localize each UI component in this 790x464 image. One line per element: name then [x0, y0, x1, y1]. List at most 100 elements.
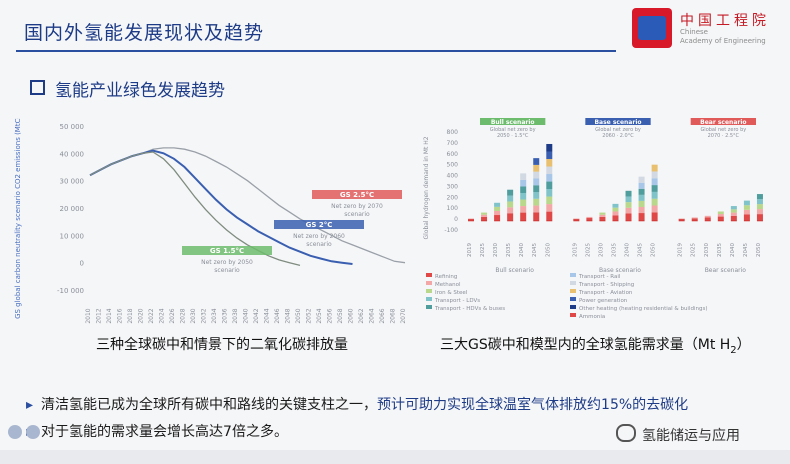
- y-tick-label: 600: [447, 151, 459, 158]
- bar-segment: [717, 211, 724, 215]
- scenario-label-box: [312, 190, 402, 199]
- bar-segment: [520, 199, 527, 207]
- scenario-note: Net zero by 2070: [331, 203, 383, 210]
- bar-negative: [691, 219, 698, 222]
- x-tick-label: 2042: [253, 308, 260, 323]
- bar-segment: [599, 214, 606, 217]
- x-tick-label: 2038: [232, 308, 239, 323]
- bar-negative: [638, 219, 645, 222]
- bar-segment: [651, 205, 658, 213]
- bar-negative: [481, 219, 488, 222]
- scenario-label-box: [274, 220, 364, 229]
- group-name: Bull scenario: [495, 267, 534, 274]
- legend-swatch: [426, 289, 432, 293]
- title-divider: [16, 50, 616, 52]
- bar-segment: [494, 210, 501, 216]
- x-tick-label: 2054: [316, 308, 323, 323]
- prev-slide-button[interactable]: [8, 425, 22, 439]
- x-tick-label: 2070: [400, 308, 407, 323]
- legend-item: Ammonia: [579, 314, 605, 320]
- bar-segment: [481, 212, 488, 215]
- bar-negative: [520, 219, 527, 222]
- y-tick-label: 20 000: [60, 205, 85, 213]
- bar-segment: [730, 209, 737, 213]
- y-tick-label: 200: [447, 194, 459, 201]
- x-tick-label: 2045: [743, 243, 749, 257]
- bar-segment: [520, 173, 527, 180]
- legend-item: Transport - Aviation: [578, 290, 633, 296]
- bar-segment: [612, 215, 619, 220]
- section-subtitle: 氢能产业绿色发展趋势: [30, 76, 225, 101]
- bar-segment: [507, 207, 514, 214]
- y-tick-label: 10 000: [60, 232, 85, 240]
- logo-english-text: Chinese Academy of Engineering: [680, 28, 766, 46]
- group-header-box: [585, 118, 651, 125]
- scenario-label-box: [182, 246, 272, 255]
- bar-segment: [481, 216, 488, 220]
- x-tick-label: 2030: [598, 243, 604, 257]
- bar-segment: [573, 218, 580, 220]
- group-name: Base scenario: [599, 267, 641, 274]
- bar-segment: [507, 189, 514, 196]
- bar-negative: [651, 219, 658, 222]
- x-tick-label: 2030: [493, 243, 499, 257]
- bar-segment: [756, 209, 763, 215]
- y-tick-label: 400: [447, 173, 459, 180]
- y-tick-label: 0: [80, 260, 84, 268]
- scenario-sub: scenario: [214, 267, 240, 274]
- bar-segment: [494, 202, 501, 207]
- x-tick-label: 2030: [704, 243, 710, 257]
- x-tick-label: 2034: [211, 308, 218, 323]
- y-tick-label: 30 000: [60, 178, 85, 186]
- x-tick-label: 2040: [519, 243, 525, 257]
- x-tick-label: 2066: [379, 308, 386, 323]
- bullet-line-2-text: 对于氢能的需求量会增长高达7倍之多。: [41, 424, 288, 440]
- group-sub1: Global net zero by: [700, 127, 746, 133]
- legend-swatch: [570, 281, 576, 285]
- y-tick-label: 800: [447, 129, 459, 136]
- bar-segment: [638, 182, 645, 189]
- bar-segment: [612, 203, 619, 208]
- bar-segment: [730, 215, 737, 220]
- bar-segment: [651, 178, 658, 186]
- next-slide-button[interactable]: [26, 425, 40, 439]
- x-tick-label: 2060: [348, 308, 355, 323]
- bar-segment: [743, 205, 750, 210]
- bar-segment: [533, 171, 540, 179]
- x-tick-label: 2020: [138, 308, 145, 323]
- bar-segment: [468, 218, 474, 220]
- bar-segment: [533, 185, 540, 193]
- bar-segment: [546, 174, 553, 182]
- bar-segment: [612, 207, 619, 212]
- bar-segment: [730, 206, 737, 210]
- bar-segment: [481, 214, 488, 217]
- watermark-text: 氢能储运与应用: [642, 428, 740, 444]
- bar-segment: [586, 216, 593, 219]
- bullet-arrow-icon: ▸: [26, 397, 34, 413]
- cae-emblem-icon: [632, 8, 672, 48]
- bar-segment: [638, 188, 645, 195]
- bullet-line-1b: 预计可助力实现全球温室气体排放约15%的去碳化: [377, 397, 689, 413]
- bar-segment: [468, 218, 474, 220]
- slide-nav-controls[interactable]: [8, 424, 68, 440]
- x-tick-label: 2022: [148, 308, 155, 323]
- y-tick-label: 300: [447, 183, 459, 190]
- group-sub1: Global net zero by: [595, 127, 641, 133]
- cae-logo: 中国工程院 Chinese Academy of Engineering: [632, 8, 780, 54]
- bar-negative: [468, 219, 474, 222]
- x-tick-label: 2014: [106, 308, 113, 323]
- bar-segment: [651, 164, 658, 172]
- legend-item: Power generation: [579, 298, 628, 304]
- x-tick-label: 2050: [651, 243, 657, 257]
- x-tick-label: 2025: [585, 243, 591, 257]
- y-tick-label: 0: [454, 216, 458, 223]
- x-tick-label: 2035: [506, 243, 512, 257]
- x-tick-label: 2045: [638, 243, 644, 257]
- bar-segment: [704, 217, 711, 220]
- bar-segment: [756, 194, 763, 200]
- group-header-box: [480, 118, 546, 125]
- bar-segment: [520, 192, 527, 200]
- bar-segment: [546, 143, 553, 152]
- bar-segment: [520, 206, 527, 213]
- bar-segment: [678, 218, 685, 220]
